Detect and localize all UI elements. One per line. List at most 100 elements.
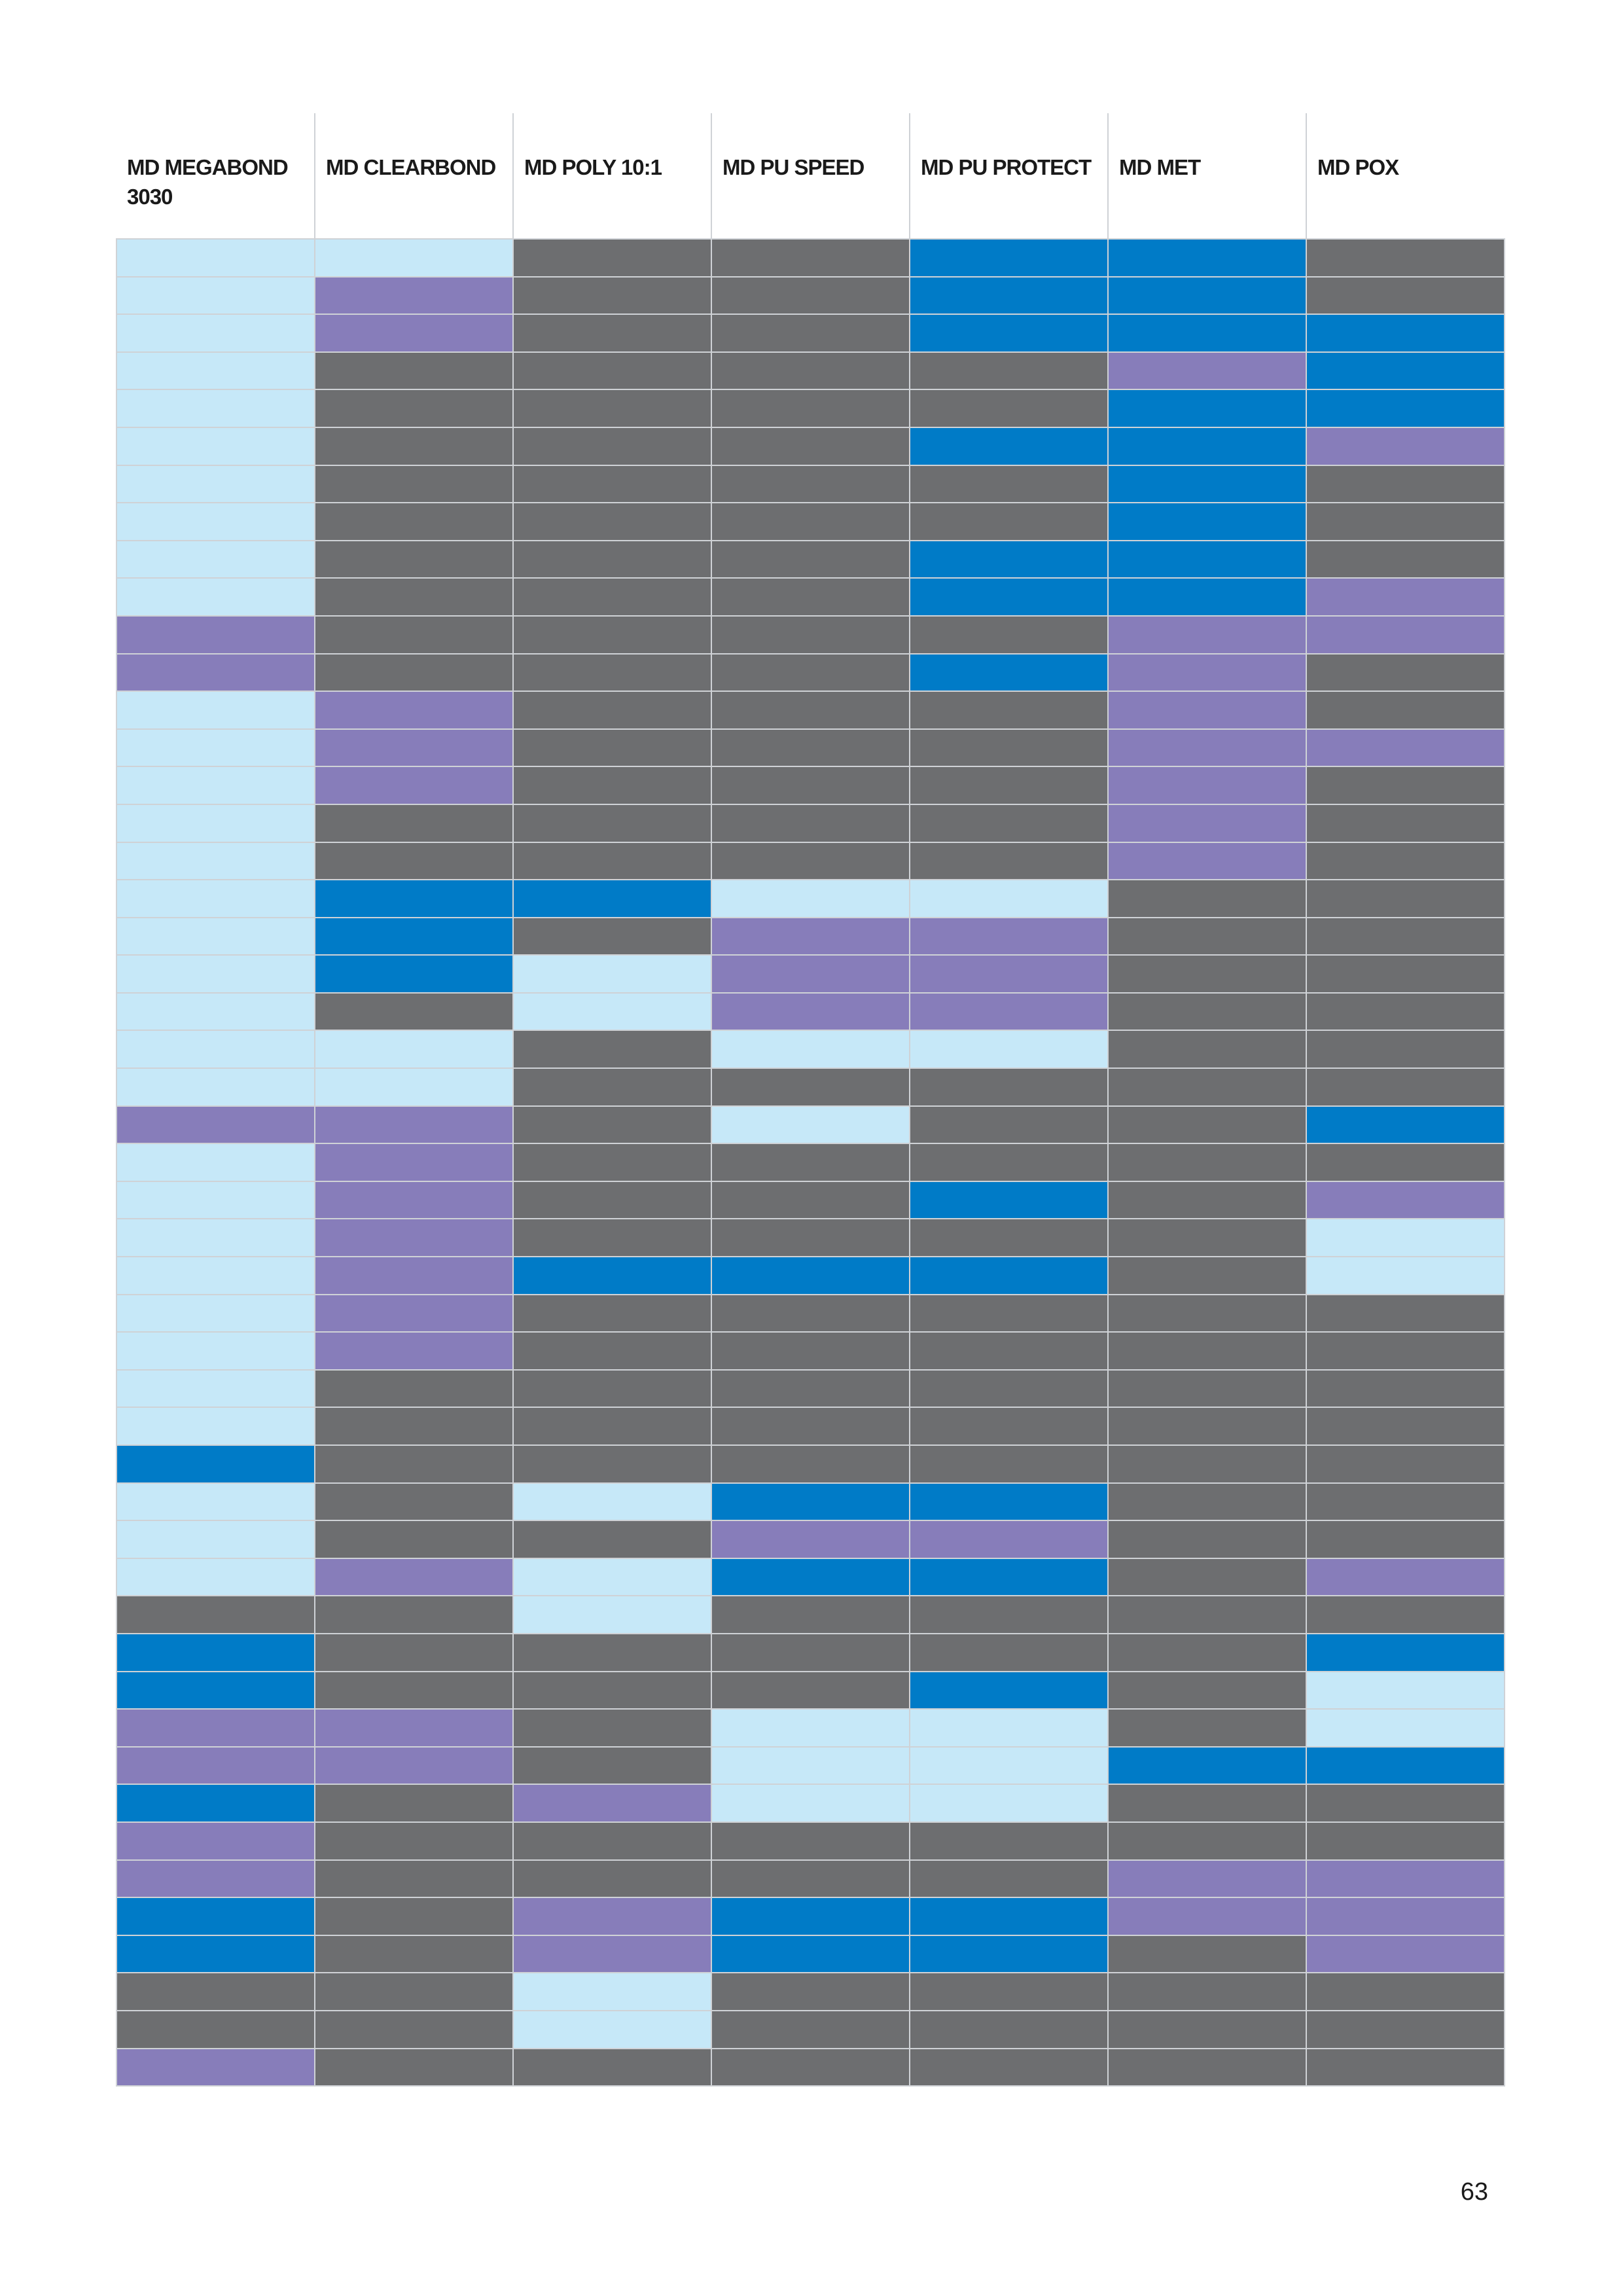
matrix-cell: [512, 464, 712, 504]
matrix-cell: [1306, 1595, 1505, 1634]
table-row: [116, 1256, 1505, 1295]
matrix-cell: [909, 1708, 1109, 1748]
matrix-cell: [1306, 1180, 1505, 1220]
matrix-cell: [314, 1218, 514, 1258]
matrix-cell: [909, 1897, 1109, 1936]
column-header-md-pox: MD POX: [1306, 113, 1505, 239]
matrix-cell: [314, 766, 514, 805]
matrix-cell: [1306, 1897, 1505, 1936]
matrix-cell: [711, 351, 910, 391]
matrix-cell: [116, 1746, 315, 1785]
matrix-cell: [512, 502, 712, 541]
column-header-md-pu-protect: MD PU PROTECT: [909, 113, 1108, 239]
table-row: [116, 1180, 1505, 1220]
table-row: [116, 615, 1505, 655]
matrix-cell: [1107, 1897, 1307, 1936]
table-row: [116, 2047, 1505, 2087]
matrix-cell: [909, 766, 1109, 805]
matrix-cell: [1306, 577, 1505, 617]
matrix-cell: [1306, 691, 1505, 730]
matrix-cell: [711, 1520, 910, 1559]
matrix-cell: [116, 841, 315, 881]
matrix-cell: [116, 1293, 315, 1333]
matrix-cell: [1107, 1784, 1307, 1823]
matrix-cell: [909, 1105, 1109, 1145]
matrix-cell: [116, 1708, 315, 1748]
matrix-cell: [314, 426, 514, 466]
table-row: [116, 1105, 1505, 1145]
matrix-cell: [1107, 1632, 1307, 1672]
matrix-cell: [314, 1067, 514, 1107]
matrix-cell: [314, 464, 514, 504]
matrix-cell: [512, 1632, 712, 1672]
table-row: [116, 653, 1505, 692]
matrix-cell: [1107, 1180, 1307, 1220]
matrix-cell: [711, 1407, 910, 1446]
matrix-cell: [1107, 389, 1307, 428]
matrix-cell: [1107, 351, 1307, 391]
matrix-cell: [909, 426, 1109, 466]
matrix-cell: [1107, 1256, 1307, 1295]
matrix-cell: [116, 314, 315, 353]
matrix-cell: [909, 1482, 1109, 1522]
matrix-cell: [711, 653, 910, 692]
matrix-cell: [1107, 1218, 1307, 1258]
matrix-cell: [711, 1444, 910, 1484]
matrix-cell: [1306, 1256, 1505, 1295]
matrix-cell: [1107, 1746, 1307, 1785]
matrix-cell: [116, 238, 315, 278]
matrix-cell: [512, 879, 712, 918]
table-row: [116, 351, 1505, 391]
matrix-cell: [1107, 577, 1307, 617]
matrix-cell: [909, 1557, 1109, 1597]
matrix-cell: [711, 992, 910, 1031]
matrix-cell: [1107, 1369, 1307, 1408]
matrix-cell: [512, 1331, 712, 1371]
matrix-cell: [711, 691, 910, 730]
matrix-cell: [1306, 1407, 1505, 1446]
matrix-cell: [116, 1897, 315, 1936]
table-row: [116, 1821, 1505, 1861]
matrix-cell: [711, 1632, 910, 1672]
table-row: [116, 1897, 1505, 1936]
matrix-cell: [116, 389, 315, 428]
matrix-cell: [711, 1482, 910, 1522]
matrix-cell: [711, 803, 910, 843]
matrix-cell: [1306, 1520, 1505, 1559]
matrix-cell: [909, 1143, 1109, 1182]
table-row: [116, 1708, 1505, 1748]
matrix-cell: [116, 1670, 315, 1710]
matrix-cell: [116, 1105, 315, 1145]
matrix-cell: [711, 426, 910, 466]
matrix-cell: [1306, 1746, 1505, 1785]
matrix-cell: [116, 653, 315, 692]
matrix-cell: [1107, 1708, 1307, 1748]
matrix-cell: [711, 728, 910, 768]
matrix-cell: [512, 691, 712, 730]
matrix-cell: [314, 502, 514, 541]
matrix-cell: [1107, 1670, 1307, 1710]
matrix-cell: [909, 1972, 1109, 2011]
matrix-cell: [314, 1708, 514, 1748]
matrix-cell: [909, 2047, 1109, 2087]
matrix-cell: [909, 1369, 1109, 1408]
matrix-cell: [512, 1557, 712, 1597]
matrix-cell: [1306, 389, 1505, 428]
matrix-cell: [711, 1784, 910, 1823]
matrix-cell: [1107, 426, 1307, 466]
matrix-cell: [314, 389, 514, 428]
table-row: [116, 766, 1505, 805]
matrix-cell: [314, 879, 514, 918]
matrix-cell: [116, 1218, 315, 1258]
matrix-cell: [314, 1143, 514, 1182]
matrix-cell: [711, 1670, 910, 1710]
matrix-cell: [909, 1859, 1109, 1899]
matrix-cell: [909, 879, 1109, 918]
matrix-cell: [116, 2009, 315, 2049]
matrix-cell: [1107, 1067, 1307, 1107]
matrix-cell: [711, 1105, 910, 1145]
matrix-cell: [314, 577, 514, 617]
matrix-cell: [512, 1180, 712, 1220]
matrix-cell: [512, 314, 712, 353]
